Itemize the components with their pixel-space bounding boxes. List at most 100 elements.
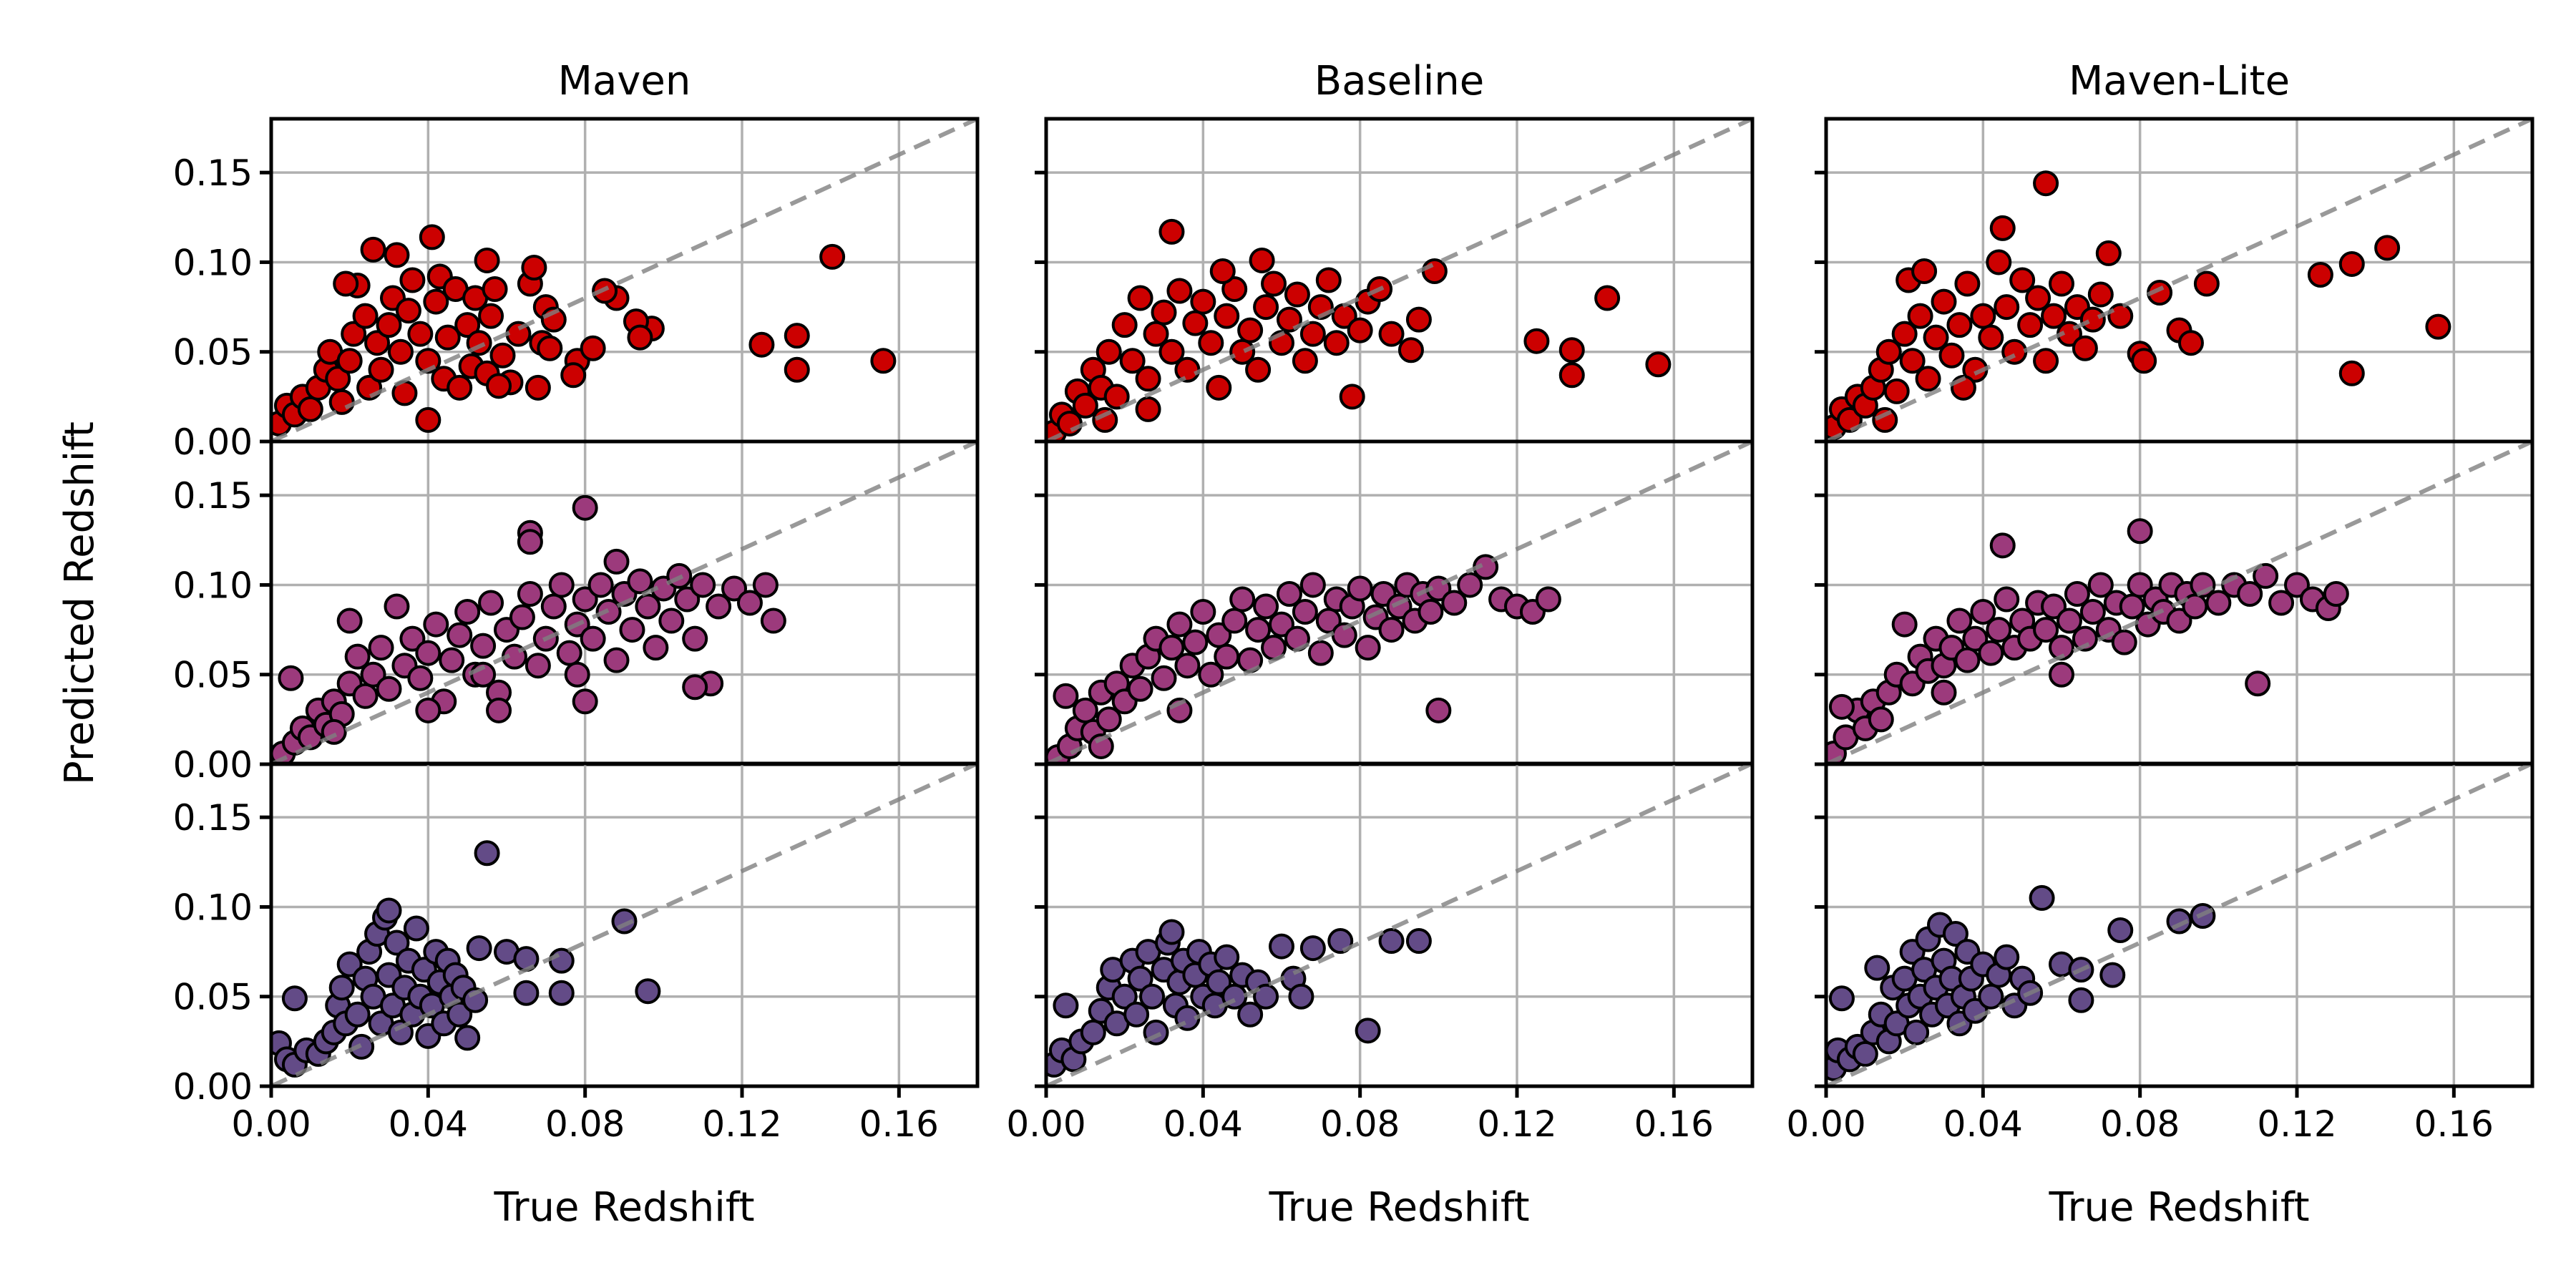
- data-point: [415, 640, 441, 666]
- data-point: [1558, 362, 1585, 389]
- data-point: [395, 298, 421, 324]
- data-point: [627, 568, 653, 595]
- panel-frame: [1044, 761, 1755, 1088]
- x-tick-label: 0.04: [1163, 1103, 1243, 1145]
- x-axis-label: True Redshift: [2048, 1184, 2309, 1231]
- data-point: [1915, 366, 1941, 392]
- data-point: [548, 572, 575, 598]
- data-point: [1907, 303, 1933, 329]
- data-point: [1978, 983, 2004, 1010]
- data-point: [2049, 270, 2074, 297]
- data-point: [1994, 294, 2020, 321]
- scatter-panel: [1035, 117, 1755, 444]
- panel-title: Maven: [558, 58, 691, 104]
- data-point: [364, 330, 391, 356]
- data-point: [1523, 328, 1550, 354]
- x-tick-label: 0.12: [702, 1103, 781, 1145]
- data-point: [1405, 306, 1432, 333]
- data-point: [1206, 374, 1232, 401]
- data-point: [1942, 921, 1968, 947]
- data-point: [419, 224, 445, 250]
- data-point: [1828, 693, 1855, 720]
- data-point: [297, 396, 323, 422]
- data-point: [587, 572, 614, 598]
- x-tick-label: 0.08: [545, 1103, 625, 1145]
- data-point: [1111, 983, 1138, 1010]
- data-point: [513, 980, 540, 1006]
- data-point: [1198, 661, 1224, 688]
- data-point: [1923, 324, 1949, 351]
- data-point: [1378, 321, 1405, 347]
- data-point: [486, 697, 512, 723]
- data-point: [387, 338, 414, 365]
- data-point: [1339, 384, 1365, 410]
- data-point: [1198, 330, 1224, 356]
- data-points: [1826, 884, 2216, 1081]
- y-tick-label: 0.05: [173, 332, 253, 374]
- data-point: [1986, 249, 2012, 275]
- identity-reference-line: [1046, 763, 1752, 1086]
- data-point: [580, 335, 606, 361]
- y-tick-label: 0.05: [173, 977, 253, 1018]
- data-point: [407, 321, 434, 347]
- data-point: [333, 270, 359, 297]
- data-point: [478, 590, 504, 616]
- data-point: [352, 303, 379, 329]
- data-point: [627, 324, 653, 351]
- y-tick-label: 0.00: [173, 744, 253, 786]
- data-point: [1158, 919, 1185, 945]
- data-point: [2205, 590, 2232, 616]
- data-point: [1253, 593, 1279, 620]
- data-point: [2072, 335, 2098, 361]
- data-point: [1875, 338, 1902, 365]
- data-point: [2237, 580, 2263, 607]
- data-point: [1299, 572, 1326, 598]
- data-point: [548, 947, 575, 974]
- data-point: [2029, 884, 2055, 911]
- data-point: [407, 665, 434, 691]
- data-point: [603, 647, 630, 673]
- data-point: [658, 608, 685, 634]
- y-tick-label: 0.15: [173, 797, 253, 839]
- data-point: [474, 247, 500, 273]
- data-point: [560, 362, 587, 389]
- data-point: [1645, 351, 1672, 378]
- data-point: [2033, 348, 2059, 374]
- data-point: [690, 572, 716, 598]
- data-point: [403, 915, 429, 942]
- data-point: [1221, 276, 1248, 303]
- data-point: [2253, 562, 2279, 589]
- data-point: [376, 897, 402, 924]
- data-points: [1046, 919, 1432, 1078]
- data-point: [1994, 944, 2020, 970]
- data-point: [1269, 611, 1294, 638]
- y-tick-label: 0.15: [173, 475, 253, 517]
- data-point: [1558, 337, 1585, 364]
- data-point: [1978, 324, 2004, 351]
- data-point: [360, 661, 386, 688]
- data-point: [336, 348, 363, 374]
- data-point: [1190, 288, 1216, 315]
- data-point: [336, 608, 363, 634]
- data-point: [1970, 599, 1996, 625]
- data-point: [1209, 258, 1236, 284]
- data-point: [2025, 285, 2051, 311]
- x-tick-label: 0.04: [1943, 1103, 2023, 1145]
- x-tick-label: 0.00: [1786, 1103, 1865, 1145]
- data-point: [2131, 348, 2157, 374]
- data-point: [384, 593, 410, 620]
- x-tick-label: 0.16: [859, 1103, 939, 1145]
- data-point: [1327, 928, 1354, 955]
- data-point: [281, 985, 308, 1012]
- data-point: [1080, 1019, 1106, 1045]
- data-point: [2245, 670, 2271, 697]
- data-point: [1323, 330, 1350, 356]
- data-point: [1158, 338, 1185, 365]
- data-point: [748, 331, 775, 358]
- data-point: [556, 640, 582, 666]
- data-point: [454, 599, 481, 625]
- data-point: [447, 1001, 473, 1028]
- data-point: [1139, 983, 1166, 1010]
- data-point: [2338, 360, 2365, 386]
